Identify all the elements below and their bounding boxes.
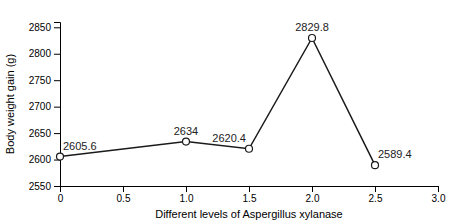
y-axis-tick: 2800 (29, 48, 60, 59)
x-axis-tick-label: 2.5 (369, 193, 383, 204)
x-axis-tick-label: 0 (58, 193, 64, 204)
y-axis-tick-mark (54, 80, 60, 81)
x-axis-line (61, 187, 439, 193)
x-axis: 0 0.5 1.0 1.5 2.0 2.5 3.0 (58, 186, 446, 204)
x-axis-tick-mark (123, 186, 124, 192)
y-axis-tick-mark (54, 133, 60, 134)
y-axis-tick: 2550 (29, 181, 60, 192)
x-axis-tick-label: 1.5 (243, 193, 257, 204)
y-axis-tick: 2600 (29, 154, 60, 165)
y-axis-tick: 2850 (29, 22, 60, 33)
y-axis-title: Body weight gain (g) (4, 54, 16, 154)
chart: 00.51.01.52.02.53.0255026002650270027502… (0, 0, 458, 224)
x-axis-tick-mark (438, 186, 439, 192)
x-axis-tick: 2.5 (369, 186, 383, 204)
data-label: 2634 (174, 125, 198, 137)
data-label: 2829.8 (295, 21, 329, 33)
y-axis-tick-label: 2650 (29, 128, 52, 139)
x-axis-tick: 1.0 (180, 186, 194, 204)
x-axis-tick-label: 0.5 (117, 193, 131, 204)
series (57, 34, 379, 168)
y-axis-tick: 2750 (29, 75, 60, 86)
y-axis-line (54, 23, 61, 187)
x-axis-tick-mark (312, 186, 313, 192)
x-axis-title: Different levels of Aspergillus xylanase (155, 208, 343, 220)
y-axis-tick-label: 2600 (29, 154, 52, 165)
x-axis-tick-label: 3.0 (432, 193, 446, 204)
y-axis-tick-label: 2800 (29, 48, 52, 59)
point (309, 34, 316, 41)
y-axis-tick-mark (54, 107, 60, 108)
y-axis-tick: 2700 (29, 101, 60, 112)
x-axis-tick: 0 (58, 186, 64, 204)
data-labels: 2605.6 2634 2620.4 2829.8 2589.4 (63, 21, 412, 160)
y-axis-tick-mark (54, 27, 60, 28)
y-axis-tick-label: 2850 (29, 22, 52, 33)
point (57, 153, 64, 160)
y-axis-tick-mark (54, 186, 60, 187)
point (246, 145, 253, 152)
x-axis-tick: 0.5 (117, 186, 131, 204)
x-axis-tick-label: 1.0 (180, 193, 194, 204)
y-axis-tick-mark (54, 54, 60, 55)
plot: 00.51.01.52.02.53.0255026002650270027502… (29, 21, 446, 204)
y-axis: 2550 2600 2650 2700 2750 2800 2850 (29, 22, 61, 192)
data-label: 2620.4 (212, 132, 246, 144)
y-axis-tick-label: 2700 (29, 101, 52, 112)
y-axis-tick: 2650 (29, 128, 60, 139)
y-axis-tick-label: 2550 (29, 181, 52, 192)
point (183, 138, 190, 145)
x-axis-tick: 1.5 (243, 186, 257, 204)
x-axis-tick-mark (375, 186, 376, 192)
x-axis-tick: 2.0 (306, 186, 320, 204)
data-label: 2605.6 (63, 140, 97, 152)
point (372, 162, 379, 169)
x-axis-tick: 3.0 (432, 186, 446, 204)
data-label: 2589.4 (378, 148, 412, 160)
line (60, 38, 375, 165)
x-axis-tick-mark (186, 186, 187, 192)
y-axis-tick-label: 2750 (29, 75, 52, 86)
x-axis-tick-mark (249, 186, 250, 192)
x-axis-tick-label: 2.0 (306, 193, 320, 204)
